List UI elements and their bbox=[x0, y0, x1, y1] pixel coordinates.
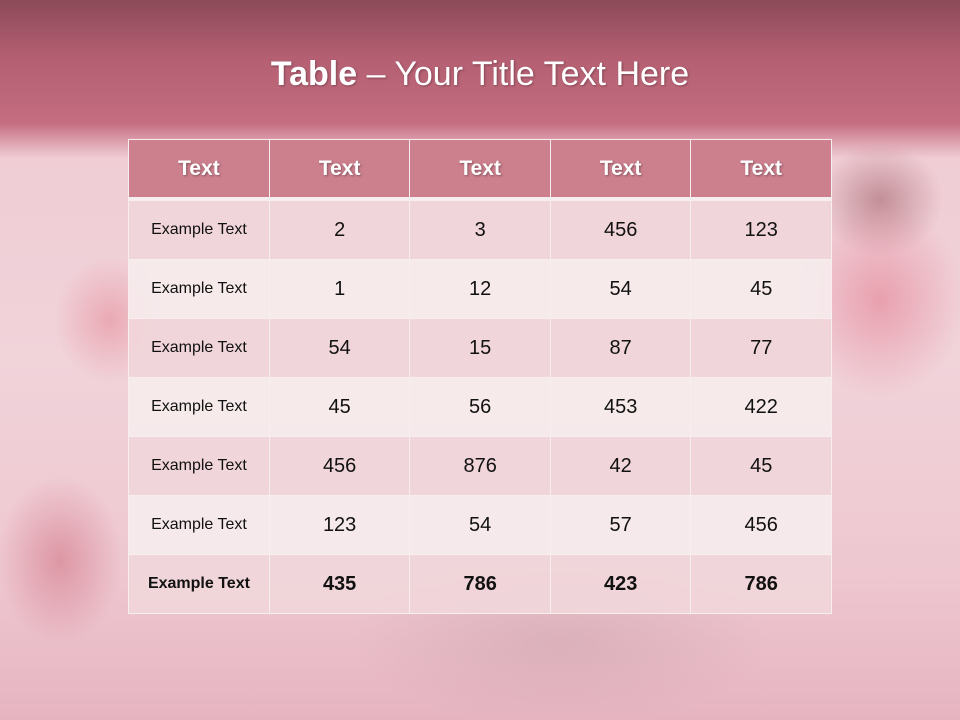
table-cell: 876 bbox=[409, 436, 551, 496]
slide-title: Table – Your Title Text Here bbox=[0, 55, 960, 94]
table-cell: 123 bbox=[690, 198, 832, 260]
table-cell: 453 bbox=[549, 377, 692, 437]
column-header: Text bbox=[690, 139, 832, 201]
table-cell: 54 bbox=[409, 495, 551, 555]
table-cell: 3 bbox=[409, 198, 551, 260]
table-cell: 87 bbox=[549, 318, 692, 378]
table-cell: Example Text bbox=[128, 318, 270, 378]
header-row: Text Text Text Text Text bbox=[128, 139, 832, 201]
table-cell: 2 bbox=[268, 198, 411, 260]
table-cell: 42 bbox=[549, 436, 692, 496]
table-cell: 45 bbox=[690, 436, 832, 496]
title-bold: Table bbox=[270, 55, 358, 93]
table-row: Example Text 1 12 54 45 bbox=[128, 259, 832, 319]
table-cell: 456 bbox=[549, 198, 692, 260]
table-cell: 45 bbox=[268, 377, 411, 437]
table-cell: 456 bbox=[268, 436, 411, 496]
table-cell: 422 bbox=[690, 377, 832, 437]
table-cell: 45 bbox=[690, 259, 832, 319]
column-header: Text bbox=[409, 139, 551, 201]
table-cell: 54 bbox=[549, 259, 692, 319]
table-cell: Example Text bbox=[128, 259, 270, 319]
table-cell: Example Text bbox=[128, 377, 270, 437]
table-cell: 123 bbox=[268, 495, 411, 555]
table-cell: 12 bbox=[409, 259, 551, 319]
table-cell: 423 bbox=[549, 554, 692, 614]
table-row: Example Text 2 3 456 123 bbox=[128, 198, 832, 260]
column-header: Text bbox=[128, 139, 270, 201]
column-header: Text bbox=[268, 139, 411, 201]
table-cell: 77 bbox=[690, 318, 832, 378]
table-row: Example Text 456 876 42 45 bbox=[128, 436, 832, 496]
table-cell: 15 bbox=[409, 318, 551, 378]
table-cell: 435 bbox=[268, 554, 411, 614]
table-cell: 56 bbox=[409, 377, 551, 437]
table-cell: Example Text bbox=[128, 554, 270, 614]
table-cell: 57 bbox=[549, 495, 692, 555]
table-cell: 456 bbox=[690, 495, 832, 555]
table-cell: 1 bbox=[268, 259, 411, 319]
table-row: Example Text 54 15 87 77 bbox=[128, 318, 832, 378]
table-row: Example Text 45 56 453 422 bbox=[128, 377, 832, 437]
table-row: Example Text 123 54 57 456 bbox=[128, 495, 832, 555]
column-header: Text bbox=[549, 139, 692, 201]
table-cell: Example Text bbox=[128, 436, 270, 496]
table-cell: 54 bbox=[268, 318, 411, 378]
table-cell: 786 bbox=[690, 554, 832, 614]
title-rest: – Your Title Text Here bbox=[357, 55, 690, 93]
table-row: Example Text 435 786 423 786 bbox=[128, 554, 832, 614]
table-cell: Example Text bbox=[128, 495, 270, 555]
data-table: Text Text Text Text Text Example Text 2 3 456 12… bbox=[128, 139, 832, 614]
table-cell: Example Text bbox=[128, 198, 270, 260]
table-cell: 786 bbox=[409, 554, 551, 614]
